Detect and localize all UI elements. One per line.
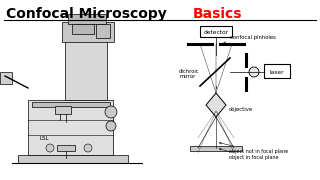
Circle shape — [84, 144, 92, 152]
Bar — [57, 145, 75, 151]
Bar — [28, 100, 113, 155]
Bar — [72, 24, 94, 34]
Bar — [65, 35, 107, 100]
Bar — [200, 26, 232, 37]
Text: objective: objective — [229, 107, 253, 111]
Bar — [68, 14, 106, 24]
Text: object not in focal plane: object not in focal plane — [219, 142, 288, 154]
Bar — [264, 64, 290, 78]
Circle shape — [46, 144, 54, 152]
Bar — [62, 22, 114, 42]
Bar — [190, 146, 242, 151]
Text: laser: laser — [270, 69, 284, 75]
Circle shape — [105, 106, 117, 118]
Text: Confocal Microscopy: Confocal Microscopy — [6, 7, 172, 21]
Text: detector: detector — [204, 30, 228, 35]
Text: dichroic
mirror: dichroic mirror — [179, 69, 200, 79]
Bar — [18, 155, 128, 163]
Text: object in focal plane: object in focal plane — [219, 148, 278, 161]
Polygon shape — [206, 93, 226, 117]
Bar — [0, 72, 12, 84]
Circle shape — [249, 67, 259, 77]
Bar — [96, 24, 110, 38]
Text: confocal pinholes: confocal pinholes — [223, 35, 276, 44]
Bar — [55, 106, 71, 114]
Text: Basics: Basics — [193, 7, 243, 21]
Text: LSL: LSL — [40, 136, 50, 141]
Circle shape — [106, 121, 116, 131]
Bar — [32, 102, 110, 107]
